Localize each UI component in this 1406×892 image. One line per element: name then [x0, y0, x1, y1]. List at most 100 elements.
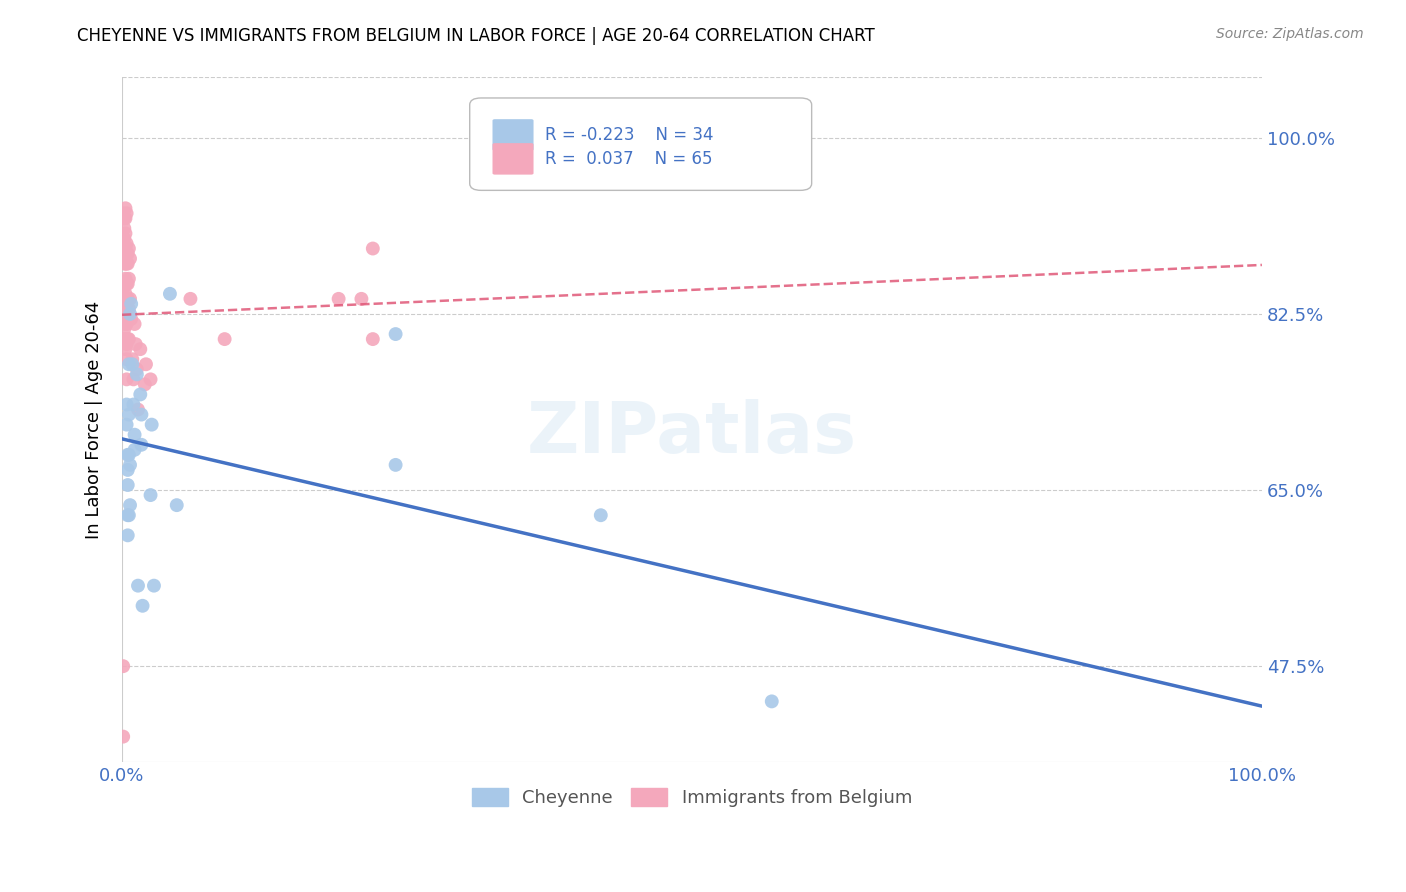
Point: [114, 257, 136, 271]
Point: [118, 332, 141, 346]
Point: [131, 438, 153, 452]
Point: [124, 427, 146, 442]
Point: [114, 307, 136, 321]
Point: [115, 352, 138, 367]
Text: R = -0.223    N = 34: R = -0.223 N = 34: [546, 126, 713, 144]
Point: [114, 286, 136, 301]
Point: [114, 342, 136, 356]
Point: [159, 286, 181, 301]
Point: [118, 292, 141, 306]
Point: [112, 282, 135, 296]
Point: [112, 211, 135, 226]
Point: [112, 246, 135, 260]
Point: [166, 498, 188, 512]
Point: [131, 408, 153, 422]
Point: [115, 236, 138, 251]
Point: [117, 332, 139, 346]
Point: [115, 337, 138, 351]
Point: [114, 297, 136, 311]
Point: [115, 297, 138, 311]
Point: [114, 271, 136, 285]
Point: [114, 332, 136, 346]
Point: [118, 252, 141, 266]
Text: CHEYENNE VS IMMIGRANTS FROM BELGIUM IN LABOR FORCE | AGE 20-64 CORRELATION CHART: CHEYENNE VS IMMIGRANTS FROM BELGIUM IN L…: [77, 27, 875, 45]
Point: [115, 397, 138, 411]
Point: [139, 488, 162, 502]
Point: [120, 312, 142, 326]
Point: [328, 292, 350, 306]
Point: [115, 317, 138, 331]
Point: [114, 211, 136, 226]
Point: [112, 301, 135, 316]
Point: [361, 242, 384, 256]
Point: [115, 277, 138, 291]
Point: [117, 292, 139, 306]
Point: [129, 342, 152, 356]
Point: [125, 362, 148, 376]
Point: [118, 301, 141, 316]
Point: [214, 332, 236, 346]
Point: [117, 257, 139, 271]
Point: [143, 579, 166, 593]
Point: [114, 242, 136, 256]
Text: ZIPatlas: ZIPatlas: [527, 399, 858, 467]
Point: [384, 458, 406, 472]
Point: [139, 372, 162, 386]
Point: [112, 332, 135, 346]
Point: [112, 301, 135, 316]
Point: [118, 242, 141, 256]
Point: [117, 478, 139, 492]
Point: [118, 271, 141, 285]
Point: [112, 312, 135, 326]
Point: [112, 221, 135, 235]
Point: [117, 448, 139, 462]
Point: [124, 442, 146, 457]
Point: [117, 463, 139, 477]
Point: [118, 458, 141, 472]
Point: [112, 257, 135, 271]
Point: [118, 448, 141, 462]
Point: [115, 372, 138, 386]
Point: [179, 292, 201, 306]
Text: Source: ZipAtlas.com: Source: ZipAtlas.com: [1216, 27, 1364, 41]
Point: [129, 387, 152, 401]
Point: [122, 372, 145, 386]
Point: [121, 357, 143, 371]
Point: [112, 206, 135, 220]
Point: [361, 332, 384, 346]
Point: [115, 417, 138, 432]
Point: [122, 397, 145, 411]
Point: [114, 227, 136, 241]
Text: R =  0.037    N = 65: R = 0.037 N = 65: [546, 150, 713, 168]
Point: [118, 307, 141, 321]
Point: [118, 508, 141, 523]
Point: [112, 322, 135, 336]
Point: [115, 257, 138, 271]
Point: [114, 317, 136, 331]
Point: [112, 292, 135, 306]
Point: [117, 312, 139, 326]
Point: [118, 408, 141, 422]
Point: [125, 337, 148, 351]
Point: [127, 402, 149, 417]
Point: [134, 377, 156, 392]
Point: [127, 579, 149, 593]
Point: [112, 231, 135, 245]
Point: [384, 327, 406, 342]
Point: [124, 317, 146, 331]
Point: [761, 694, 783, 708]
Y-axis label: In Labor Force | Age 20-64: In Labor Force | Age 20-64: [86, 301, 103, 539]
Point: [131, 599, 153, 613]
Point: [114, 201, 136, 215]
Point: [117, 277, 139, 291]
Point: [117, 246, 139, 260]
Point: [141, 417, 163, 432]
Point: [350, 292, 373, 306]
FancyBboxPatch shape: [470, 98, 811, 190]
Point: [125, 368, 148, 382]
FancyBboxPatch shape: [492, 120, 533, 151]
Point: [117, 528, 139, 542]
Point: [120, 297, 142, 311]
Point: [118, 357, 141, 371]
Point: [112, 730, 135, 744]
